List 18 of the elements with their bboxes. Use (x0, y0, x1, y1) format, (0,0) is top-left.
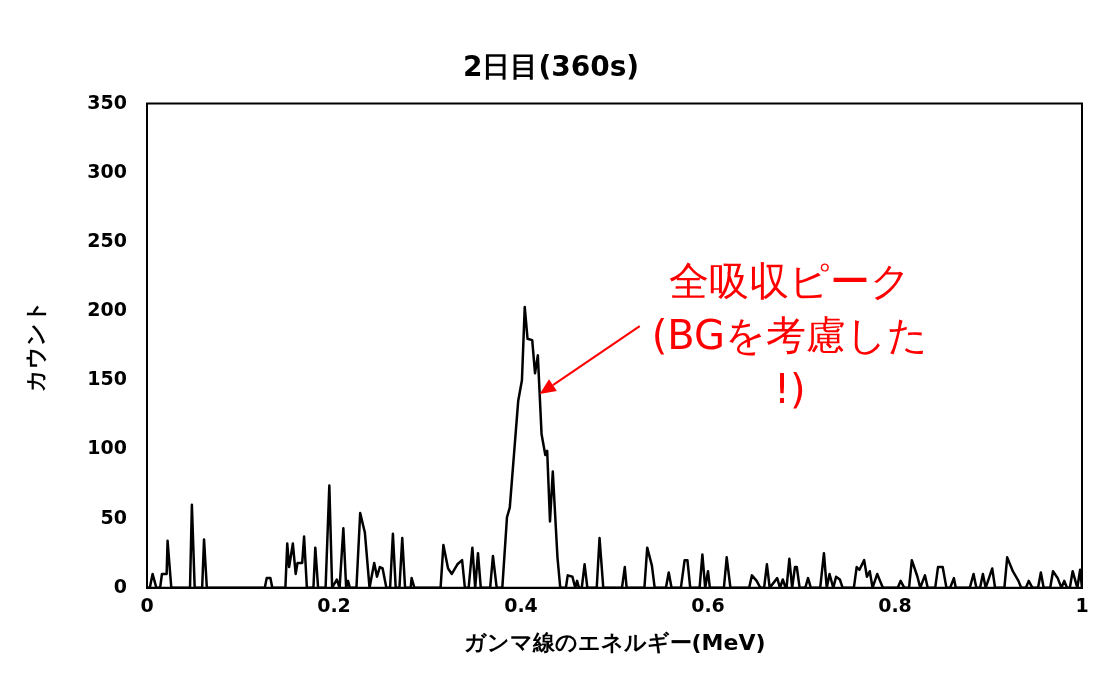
annotation: 全吸収ピーク (BGを考慮した !) (651, 257, 929, 415)
y-tick-label: 200 (87, 298, 127, 321)
y-axis-title: カウント (22, 299, 48, 392)
x-tick-label: 0.8 (878, 594, 912, 617)
x-tick-label: 0.6 (691, 594, 725, 617)
chart-title: 2日目(360s) (462, 50, 640, 84)
y-tick-label: 100 (87, 436, 127, 459)
x-tick-label: 0 (140, 594, 154, 617)
y-tick-label: 150 (87, 367, 127, 390)
x-tick-label: 0.4 (504, 594, 538, 617)
y-tick-label: 50 (100, 505, 127, 528)
x-tick-label: 1 (1075, 594, 1089, 617)
x-tick-label: 0.2 (317, 594, 351, 617)
x-axis-title: ガンマ線のエネルギー(MeV) (463, 629, 766, 655)
y-tick-label: 300 (87, 159, 127, 182)
y-tick-label: 250 (87, 228, 127, 251)
y-tick-label: 0 (113, 574, 127, 597)
y-tick-label: 350 (87, 90, 127, 113)
